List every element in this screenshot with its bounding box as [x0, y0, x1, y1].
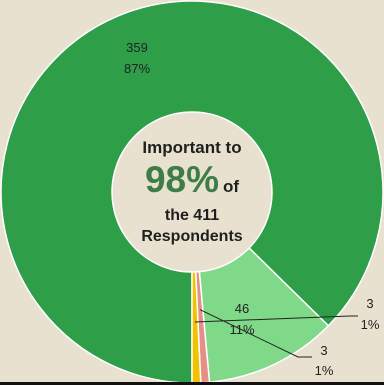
data-label-percent-1: 87%: [124, 61, 150, 76]
center-line-3: the 411: [164, 206, 220, 224]
leader-line-3: [199, 309, 312, 358]
data-label-value-2: 46: [235, 301, 249, 316]
center-highlight-row: 98% of: [145, 159, 239, 200]
data-label-percent-2: 11%: [229, 322, 254, 337]
data-label-percent-3: 1%: [361, 317, 380, 332]
data-label-value-4: 3: [320, 343, 327, 358]
center-highlight-suffix: of: [223, 177, 240, 197]
center-summary: Important to 98% of the 411 Respondents: [112, 112, 272, 272]
leader-line-4: [194, 315, 358, 323]
bottom-border: [0, 382, 384, 385]
data-label-value-3: 3: [366, 296, 373, 311]
center-line-4: Respondents: [141, 227, 243, 245]
data-label-percent-4: 1%: [315, 363, 334, 378]
data-label-value-1: 359: [126, 40, 148, 55]
center-line-1: Important to: [142, 138, 242, 158]
center-highlight-percent: 98%: [144, 159, 219, 201]
